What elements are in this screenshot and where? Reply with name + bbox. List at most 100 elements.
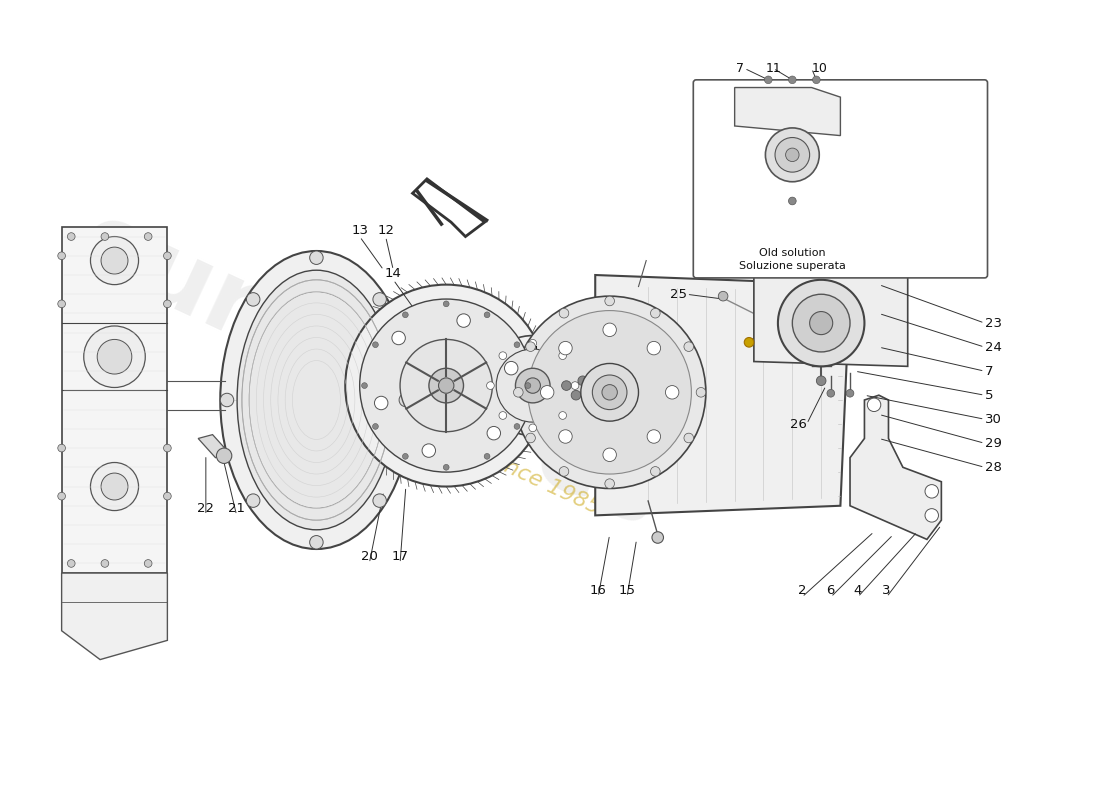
- Circle shape: [666, 386, 679, 399]
- Circle shape: [559, 412, 566, 419]
- Circle shape: [373, 293, 386, 306]
- Text: 8: 8: [879, 184, 887, 197]
- Circle shape: [101, 473, 128, 500]
- Circle shape: [602, 385, 617, 400]
- Circle shape: [246, 494, 260, 507]
- Circle shape: [499, 412, 507, 419]
- Circle shape: [220, 394, 233, 406]
- Circle shape: [345, 285, 547, 486]
- Circle shape: [559, 466, 569, 476]
- Circle shape: [792, 294, 850, 352]
- Circle shape: [605, 296, 615, 306]
- Circle shape: [925, 509, 938, 522]
- Text: 19: 19: [496, 346, 514, 358]
- Circle shape: [865, 251, 874, 261]
- Circle shape: [810, 311, 833, 334]
- Text: 26: 26: [790, 418, 806, 430]
- Text: 15: 15: [618, 584, 636, 597]
- Circle shape: [647, 430, 661, 443]
- Circle shape: [813, 76, 821, 84]
- Circle shape: [603, 448, 616, 462]
- Circle shape: [144, 560, 152, 567]
- Circle shape: [559, 308, 569, 318]
- Circle shape: [571, 382, 579, 390]
- Polygon shape: [198, 434, 230, 458]
- Circle shape: [58, 444, 66, 452]
- Text: Old solution: Old solution: [759, 248, 826, 258]
- Text: 1: 1: [532, 346, 540, 358]
- Circle shape: [684, 433, 694, 442]
- Circle shape: [101, 233, 109, 240]
- Circle shape: [562, 381, 571, 390]
- Text: 23: 23: [984, 317, 1002, 330]
- Circle shape: [785, 148, 799, 162]
- Circle shape: [581, 363, 638, 421]
- Text: 7: 7: [984, 365, 993, 378]
- Text: 13: 13: [351, 223, 369, 237]
- Text: 14: 14: [385, 267, 402, 280]
- Circle shape: [652, 532, 663, 543]
- Circle shape: [58, 252, 66, 260]
- FancyBboxPatch shape: [693, 80, 988, 278]
- Circle shape: [514, 296, 706, 489]
- Text: 7: 7: [736, 62, 745, 74]
- Circle shape: [684, 342, 694, 351]
- Circle shape: [528, 310, 692, 474]
- Circle shape: [486, 382, 494, 390]
- Circle shape: [67, 560, 75, 567]
- Circle shape: [422, 444, 436, 458]
- Circle shape: [483, 335, 583, 435]
- Polygon shape: [62, 573, 167, 659]
- Circle shape: [496, 349, 570, 422]
- Circle shape: [816, 251, 826, 261]
- Circle shape: [403, 312, 408, 318]
- Circle shape: [778, 280, 865, 366]
- Circle shape: [487, 426, 500, 440]
- Circle shape: [373, 494, 386, 507]
- Ellipse shape: [220, 251, 412, 549]
- Circle shape: [867, 398, 881, 411]
- Circle shape: [373, 423, 378, 430]
- Circle shape: [164, 300, 172, 308]
- Circle shape: [310, 251, 323, 265]
- Circle shape: [559, 430, 572, 443]
- Text: 30: 30: [984, 413, 1001, 426]
- Circle shape: [696, 387, 706, 397]
- Circle shape: [429, 368, 463, 403]
- Circle shape: [525, 382, 531, 389]
- Circle shape: [392, 331, 405, 345]
- Circle shape: [571, 390, 581, 400]
- Polygon shape: [850, 395, 942, 539]
- Circle shape: [217, 448, 232, 463]
- Circle shape: [101, 247, 128, 274]
- Circle shape: [559, 342, 572, 355]
- Circle shape: [505, 362, 518, 375]
- Circle shape: [374, 396, 388, 410]
- Ellipse shape: [238, 270, 396, 530]
- Circle shape: [499, 352, 507, 359]
- Circle shape: [514, 387, 524, 397]
- Circle shape: [403, 454, 408, 459]
- Text: 18: 18: [470, 355, 486, 368]
- Circle shape: [514, 423, 520, 430]
- Text: eurospares: eurospares: [63, 194, 676, 549]
- Text: 20: 20: [361, 550, 377, 563]
- Circle shape: [456, 314, 471, 327]
- Circle shape: [101, 560, 109, 567]
- Circle shape: [764, 76, 772, 84]
- Circle shape: [164, 252, 172, 260]
- Circle shape: [768, 251, 778, 261]
- Text: 21: 21: [228, 502, 245, 515]
- Circle shape: [605, 479, 615, 489]
- Circle shape: [650, 308, 660, 318]
- Circle shape: [789, 197, 796, 205]
- Polygon shape: [595, 275, 850, 515]
- Circle shape: [766, 128, 820, 182]
- Circle shape: [718, 291, 728, 301]
- Circle shape: [529, 424, 537, 432]
- Circle shape: [164, 492, 172, 500]
- Text: 9: 9: [879, 165, 887, 178]
- Circle shape: [789, 76, 796, 84]
- Circle shape: [67, 233, 75, 240]
- Circle shape: [484, 312, 490, 318]
